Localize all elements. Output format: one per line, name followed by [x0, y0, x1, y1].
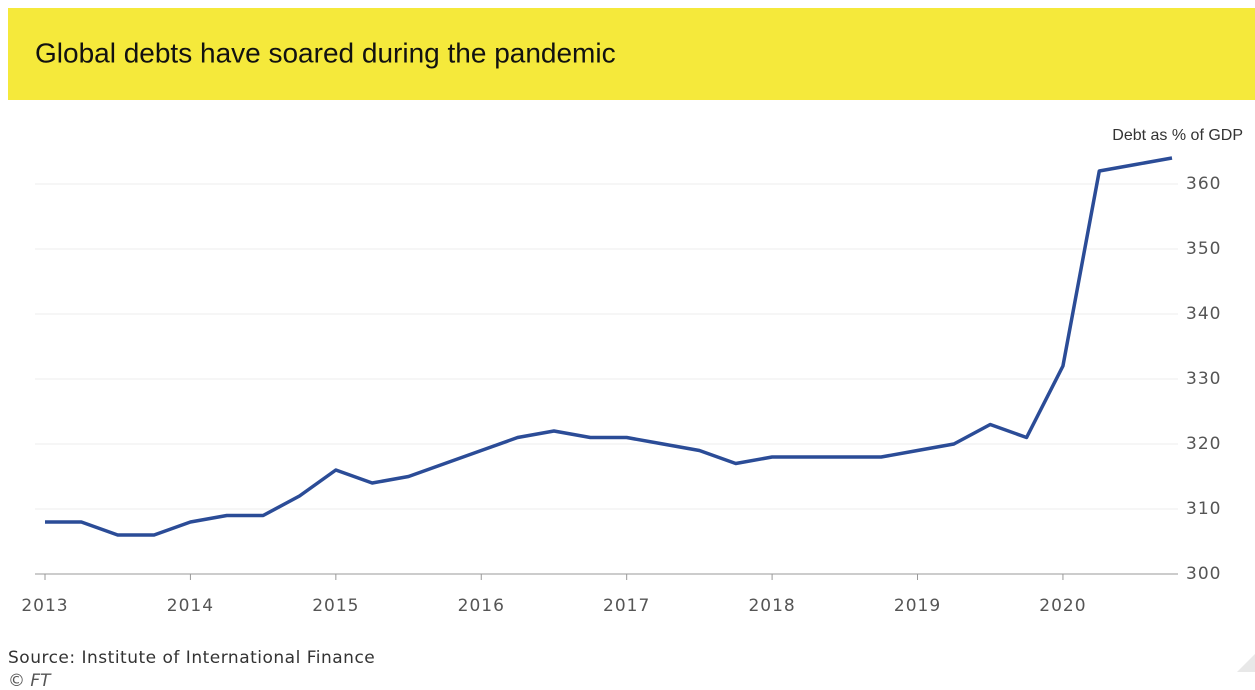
- source: Source: Institute of International Finan…: [8, 648, 375, 668]
- credit: © FT: [8, 671, 52, 690]
- y-tick-label: 340: [1186, 304, 1221, 324]
- y-tick-label: 310: [1186, 499, 1221, 519]
- y-tick-label: 350: [1186, 239, 1221, 259]
- x-tick-label: 2014: [167, 596, 214, 616]
- y-tick-label: 360: [1186, 174, 1221, 194]
- corner-decoration: [1237, 654, 1255, 672]
- x-tick-label: 2015: [312, 596, 359, 616]
- data-line: [45, 156, 1173, 537]
- x-tick-label: 2019: [894, 596, 941, 616]
- x-tick-label: 2013: [21, 596, 68, 616]
- x-tick-label: 2020: [1039, 596, 1086, 616]
- y-tick-label: 330: [1186, 369, 1221, 389]
- title-banner: [8, 8, 1255, 100]
- x-tick-label: 2017: [603, 596, 650, 616]
- y-axis-label: Debt as % of GDP: [1112, 127, 1243, 144]
- x-tick-label: 2018: [748, 596, 795, 616]
- x-tick-label: 2016: [458, 596, 505, 616]
- chart-title: Global debts have soared during the pand…: [35, 37, 616, 68]
- y-tick-label: 300: [1186, 564, 1221, 584]
- y-tick-label: 320: [1186, 434, 1221, 454]
